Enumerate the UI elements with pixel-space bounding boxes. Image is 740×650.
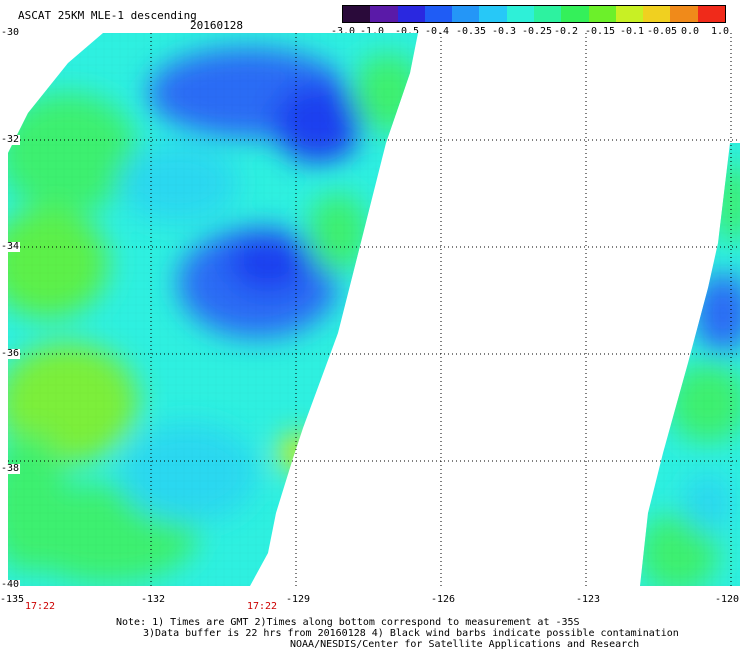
colorbar-segment (506, 6, 534, 22)
colorbar-tick-labels: -3.0 -1.0 -0.5 -0.4 -0.35 -0.3 -0.25 -0.… (0, 26, 740, 40)
footnote-line-1: Note: 1) Times are GMT 2)Times along bot… (116, 617, 580, 628)
lon-label: -135 (0, 594, 25, 605)
lat-label: -34 (0, 241, 21, 252)
pass-time-label: 17:22 (246, 601, 278, 612)
colorbar-tick: -0.15 (584, 26, 616, 37)
swath-east (640, 143, 740, 586)
colorbar-segment (533, 6, 562, 22)
colorbar-tick: -0.2 (553, 26, 579, 37)
product-title: ASCAT 25KM MLE-1 descending (18, 9, 197, 22)
lon-label: -132 (140, 594, 166, 605)
graticule (8, 33, 740, 586)
lon-label: -123 (575, 594, 601, 605)
colorbar-tick: -1.0 (359, 26, 385, 37)
colorbar-segment (397, 6, 425, 22)
colorbar-segment (370, 6, 398, 22)
colorbar-segment (424, 6, 453, 22)
colorbar-segment (343, 6, 371, 22)
lon-label: -129 (285, 594, 311, 605)
footnote-credit: NOAA/NESDIS/Center for Satellite Applica… (290, 639, 640, 650)
colorbar-segment (561, 6, 589, 22)
lat-label: -38 (0, 463, 21, 474)
colorbar-segment (643, 6, 671, 22)
pass-time-label: 17:22 (24, 601, 56, 612)
colorbar-tick: 0.0 (680, 26, 700, 37)
swath-map (8, 33, 740, 586)
colorbar-segment (588, 6, 616, 22)
colorbar-tick: -0.1 (619, 26, 645, 37)
colorbar-tick: -0.5 (394, 26, 420, 37)
colorbar-segment (452, 6, 480, 22)
swath-west (8, 33, 418, 586)
lat-label: -40 (0, 579, 21, 590)
colorbar-tick: -0.3 (491, 26, 517, 37)
colorbar-segment (615, 6, 644, 22)
colorbar-tick: -3.0 (330, 26, 356, 37)
lon-label: -126 (430, 594, 456, 605)
lat-label: -30 (0, 27, 21, 38)
lon-label: -120 (714, 594, 740, 605)
product-date: 20160128 (190, 19, 243, 32)
colorbar-tick: -0.4 (424, 26, 450, 37)
colorbar-tick: 1.0 (710, 26, 730, 37)
colorbar-segment (670, 6, 698, 22)
colorbar-tick: -0.25 (521, 26, 553, 37)
colorbar-segment (479, 6, 507, 22)
lat-label: -36 (0, 348, 21, 359)
colorbar-tick: -0.05 (646, 26, 678, 37)
colorbar-tick: -0.35 (455, 26, 487, 37)
footnote-line-2: 3)Data buffer is 22 hrs from 20160128 4)… (143, 628, 679, 639)
lat-label: -32 (0, 134, 21, 145)
colorbar (342, 5, 726, 23)
colorbar-segment (697, 6, 725, 22)
